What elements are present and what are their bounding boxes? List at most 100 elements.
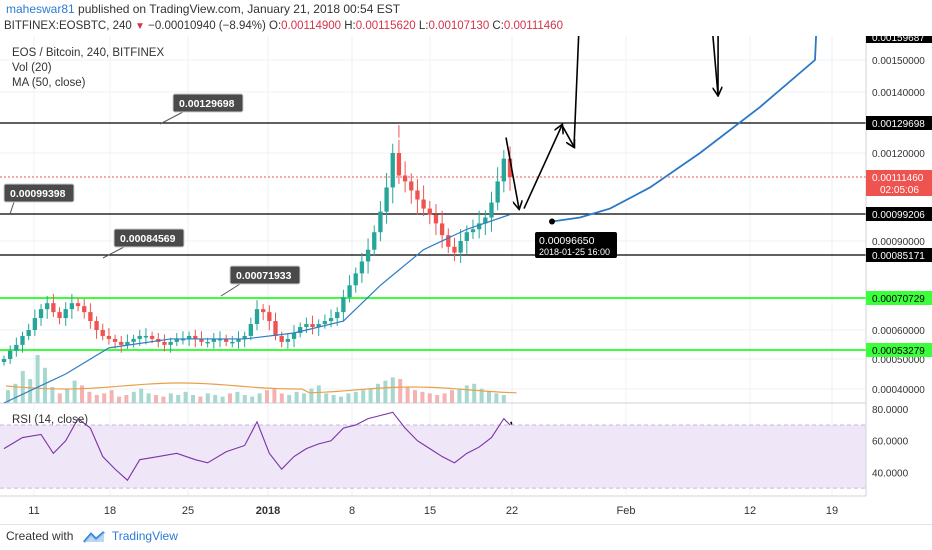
candle-body — [304, 324, 309, 328]
volume-bar — [191, 395, 195, 403]
volume-bar — [287, 395, 292, 403]
projection-tooltip-price: 0.00096650 — [539, 235, 595, 247]
candle-body — [14, 344, 19, 351]
volume-ma-line — [5, 382, 517, 394]
candle-body — [489, 202, 494, 218]
candle-body — [452, 246, 457, 253]
candle-body — [137, 335, 142, 339]
price-axis-label: 0.00090000 — [872, 237, 925, 248]
volume-bar — [420, 391, 425, 403]
volume-bar — [146, 393, 151, 403]
legend-vol: Vol (20) — [12, 62, 52, 74]
time-axis[interactable]: 11 18 25 2018 8 15 22 Feb 12 19 — [28, 505, 838, 517]
volume-bar — [272, 388, 277, 403]
rsi-axis-label: 40.0000 — [872, 468, 909, 479]
volume-bar — [13, 383, 18, 403]
ohlc-low: L:0.00107130 — [418, 20, 490, 32]
candle-body — [186, 335, 192, 339]
volume-bar — [43, 367, 47, 403]
volume-bar — [242, 395, 247, 403]
candle-body — [199, 338, 204, 342]
forecast-arrow — [505, 137, 519, 209]
volume-bar — [250, 396, 255, 403]
ohlc-open: O:0.00114900 — [269, 20, 342, 32]
callout-box — [113, 228, 185, 248]
volume-bar — [102, 393, 107, 403]
axis-bg — [866, 36, 932, 524]
volume-bar — [294, 391, 299, 403]
candle-body — [322, 321, 328, 325]
candle-body — [45, 303, 50, 310]
ohlc-close: C:0.00111460 — [492, 20, 563, 32]
current-price-tag-text: 0.00111460 — [872, 173, 924, 184]
rsi-axis-label: 60.0000 — [872, 437, 909, 448]
volume-bar — [228, 393, 232, 403]
time-axis-label: 12 — [744, 505, 756, 517]
candle-body — [230, 341, 235, 344]
volume-bar — [235, 391, 240, 403]
price-callouts[interactable]: 0.00129698 0.00099398 0.00084569 0.00071933 — [3, 93, 301, 297]
candle-body — [88, 312, 93, 322]
volume-bar — [80, 385, 84, 403]
candle-body — [69, 303, 75, 310]
volume-bar — [346, 393, 351, 403]
volume-bar — [487, 391, 491, 403]
candle-body — [328, 318, 334, 322]
candle-body — [439, 223, 445, 236]
volume-bar — [479, 388, 484, 403]
tradingview-brand[interactable]: TradingView — [111, 529, 178, 543]
rsi-line — [3, 411, 511, 482]
level-price-tag — [866, 343, 932, 357]
current-price-tag — [866, 170, 932, 196]
volume-bar — [65, 388, 70, 403]
volume-bar — [176, 395, 181, 403]
callout-pointer — [9, 201, 15, 215]
volume-bar — [139, 388, 144, 403]
volume-bar — [309, 388, 314, 403]
volume-bar — [376, 383, 380, 403]
candle-body — [335, 312, 340, 319]
volume-bar — [316, 385, 321, 403]
candle-body — [1, 359, 7, 362]
candle-body — [402, 175, 408, 182]
forecast-arrow — [561, 124, 574, 147]
callout-label: 0.00084569 — [120, 233, 176, 245]
volume-bar — [472, 383, 477, 403]
time-axis-label: Feb — [617, 505, 636, 517]
change-text: −0.00010940 (−8.94%) — [148, 20, 266, 32]
candle-body — [378, 211, 383, 233]
level-price-tag — [866, 291, 932, 305]
volume-bar — [435, 395, 440, 403]
candle-body — [38, 309, 44, 319]
horizontal-levels[interactable] — [0, 122, 866, 351]
down-arrow-icon: ▼ — [135, 21, 145, 32]
ohlc-high: H:0.00115620 — [344, 20, 416, 32]
volume-bar — [154, 395, 158, 403]
volume-bar — [257, 393, 262, 403]
candle-body — [125, 341, 130, 345]
projection-tooltip-date: 2018-01-25 16:00 — [539, 247, 610, 257]
callout-box — [172, 93, 244, 113]
callout-label: 0.00071933 — [236, 270, 292, 282]
callout-box — [3, 183, 75, 203]
candle-body — [310, 324, 315, 328]
level-price-tag — [866, 116, 932, 130]
volume-bar — [413, 390, 417, 403]
projection-tooltip-box — [535, 232, 617, 258]
price-axis[interactable]: 0.00150000 0.00140000 0.00120000 0.00090000… — [865, 36, 932, 524]
volume-bar — [168, 393, 173, 403]
volume-bar — [117, 396, 121, 403]
volume-bar — [87, 391, 92, 403]
callout-pointer — [159, 111, 184, 125]
candle-body — [112, 338, 118, 342]
candle-body — [507, 158, 513, 177]
candle-body — [32, 318, 38, 330]
volume-bar — [383, 380, 388, 403]
grid — [0, 36, 866, 497]
author-link[interactable]: maheswar81 — [6, 2, 75, 16]
candle-body — [236, 338, 241, 342]
candle-body — [273, 321, 278, 336]
candle-body — [409, 181, 414, 191]
